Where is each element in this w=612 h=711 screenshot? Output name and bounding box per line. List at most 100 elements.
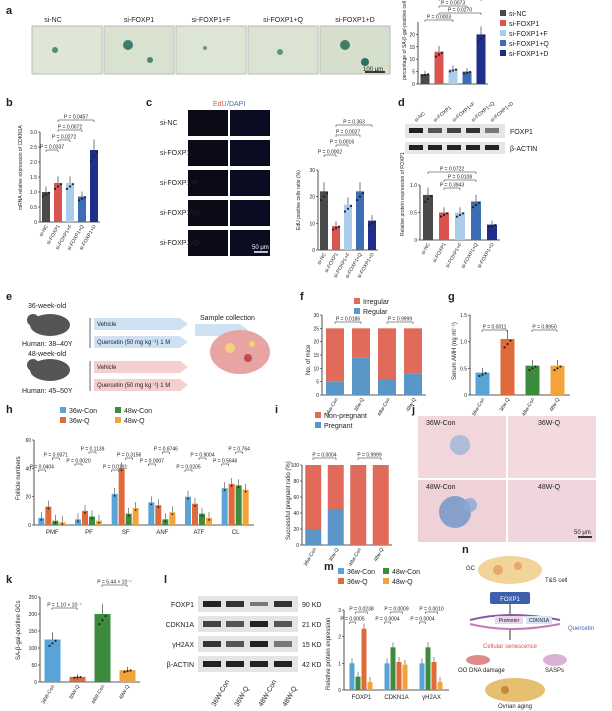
p-value: P = 0.0007 (140, 459, 164, 465)
data-point (503, 346, 506, 349)
y-axis-label: SA-β-gal-positive GCs (16, 601, 22, 660)
data-point (129, 669, 132, 672)
bar (434, 51, 444, 84)
bar (475, 372, 490, 395)
p-value: P = 0.0011 (483, 325, 507, 331)
y-tick-label: 15 (313, 353, 319, 359)
bar (44, 639, 61, 682)
y-tick-label: 25 (313, 326, 319, 332)
y-tick-label: 0 (28, 523, 31, 529)
bar (396, 662, 402, 690)
x-tick-label: 48w-Q (373, 547, 386, 563)
data-point (56, 185, 60, 188)
legend-label: 36w-Con (69, 408, 97, 415)
band (447, 128, 461, 133)
p-value: P = 0.9371 (44, 453, 68, 459)
bar-non-pregnant (350, 465, 367, 545)
data-point (451, 69, 455, 72)
x-tick-label: si-NC (38, 224, 50, 238)
data-point (47, 191, 51, 194)
y-tick-label: 80 (293, 479, 299, 485)
data-point (437, 53, 441, 56)
x-tick-label: 36w-Q (353, 397, 366, 413)
y-axis-label: Relative protein expression of FOXP1 (400, 152, 406, 236)
legend-swatch (338, 568, 344, 574)
legend-label: 36w-Q (69, 418, 90, 425)
image-tile (230, 110, 270, 136)
data-point (80, 197, 84, 200)
data-point (509, 339, 512, 342)
bar (487, 224, 497, 240)
y-tick-label: 150 (29, 629, 38, 635)
p-value: P = 0.0016 (330, 140, 354, 146)
x-tick-label: si-FOXP1+D (476, 242, 495, 270)
band-label: CDKN1A (166, 622, 195, 629)
cdkn1a-label: CDKN1A (529, 618, 550, 624)
x-tick-label: 48w-Con (521, 397, 536, 418)
vehicle-label: Vehicle (97, 322, 117, 328)
y-tick-label: 5 (412, 70, 415, 76)
bar (425, 647, 431, 690)
x-tick-label: CL (232, 530, 240, 536)
x-tick-label: CDKN1A (384, 695, 408, 701)
y-tick-label: 50 (31, 663, 37, 669)
image-label: si-FOXP1+D (335, 17, 374, 24)
bar (367, 682, 373, 690)
panel-label-d: d (398, 97, 405, 109)
data-point (420, 74, 424, 77)
data-point (223, 489, 226, 492)
data-point (84, 511, 86, 514)
data-point (439, 215, 443, 218)
aging-label: Ovrian aging (498, 704, 532, 710)
y-tick-label: 40 (25, 466, 31, 472)
significance-bracket (438, 5, 468, 8)
bar (192, 503, 198, 525)
bar (368, 220, 376, 250)
significance-bracket (357, 457, 382, 460)
bar (420, 74, 430, 84)
y-tick-label: 0 (412, 82, 415, 88)
image-label: si-FOXP1+F (192, 17, 231, 24)
data-point (71, 183, 75, 186)
data-point (319, 199, 323, 202)
significance-bracket (386, 321, 414, 324)
quercetin-label: Quercetin (568, 626, 594, 632)
data-point (91, 517, 93, 520)
data-point (423, 200, 427, 203)
band (485, 145, 499, 150)
y-tick-label: 20 (293, 527, 299, 533)
chart-b: 00.51.01.52.02.53.0si-NCsi-FOXP1si-FOXP1… (30, 115, 100, 252)
p-value: P = 0.8746 (154, 447, 178, 453)
x-tick-label: 48w-Q (549, 397, 562, 413)
legend-m: 36w-Con 48w-Con 36w-Q 48w-Q (338, 568, 420, 586)
y-axis-label: Successful pregnant ratio (%) (286, 461, 292, 540)
bar-regular (352, 357, 370, 395)
p-value: P = 0.5646 (213, 459, 237, 465)
data-point (127, 514, 130, 517)
data-point (490, 224, 494, 228)
data-point (171, 513, 174, 516)
bar-regular (378, 379, 396, 395)
dna-strand (469, 623, 561, 630)
y-tick-label: 100 (29, 646, 38, 652)
data-point (41, 195, 45, 198)
panel-l-blot (198, 596, 298, 672)
band (466, 145, 480, 150)
data-point (477, 201, 481, 204)
legend-h: 36w-Con 36w-Q 48w-Con 48w-Q (60, 407, 152, 425)
data-point (334, 227, 338, 230)
band (226, 661, 244, 667)
image-si-foxp1-q (247, 25, 319, 75)
image-si-foxp1-d (319, 25, 391, 75)
image-tile (230, 170, 270, 196)
stain-spot (463, 498, 477, 512)
bar (462, 71, 472, 84)
data-point (113, 494, 116, 497)
bar (320, 191, 328, 250)
vehicle-arrow (94, 318, 188, 330)
band (203, 601, 221, 607)
ovary-icon (210, 330, 270, 374)
x-tick-label: 36w-Con (303, 547, 318, 568)
kd-label: 21 KD (302, 622, 321, 629)
